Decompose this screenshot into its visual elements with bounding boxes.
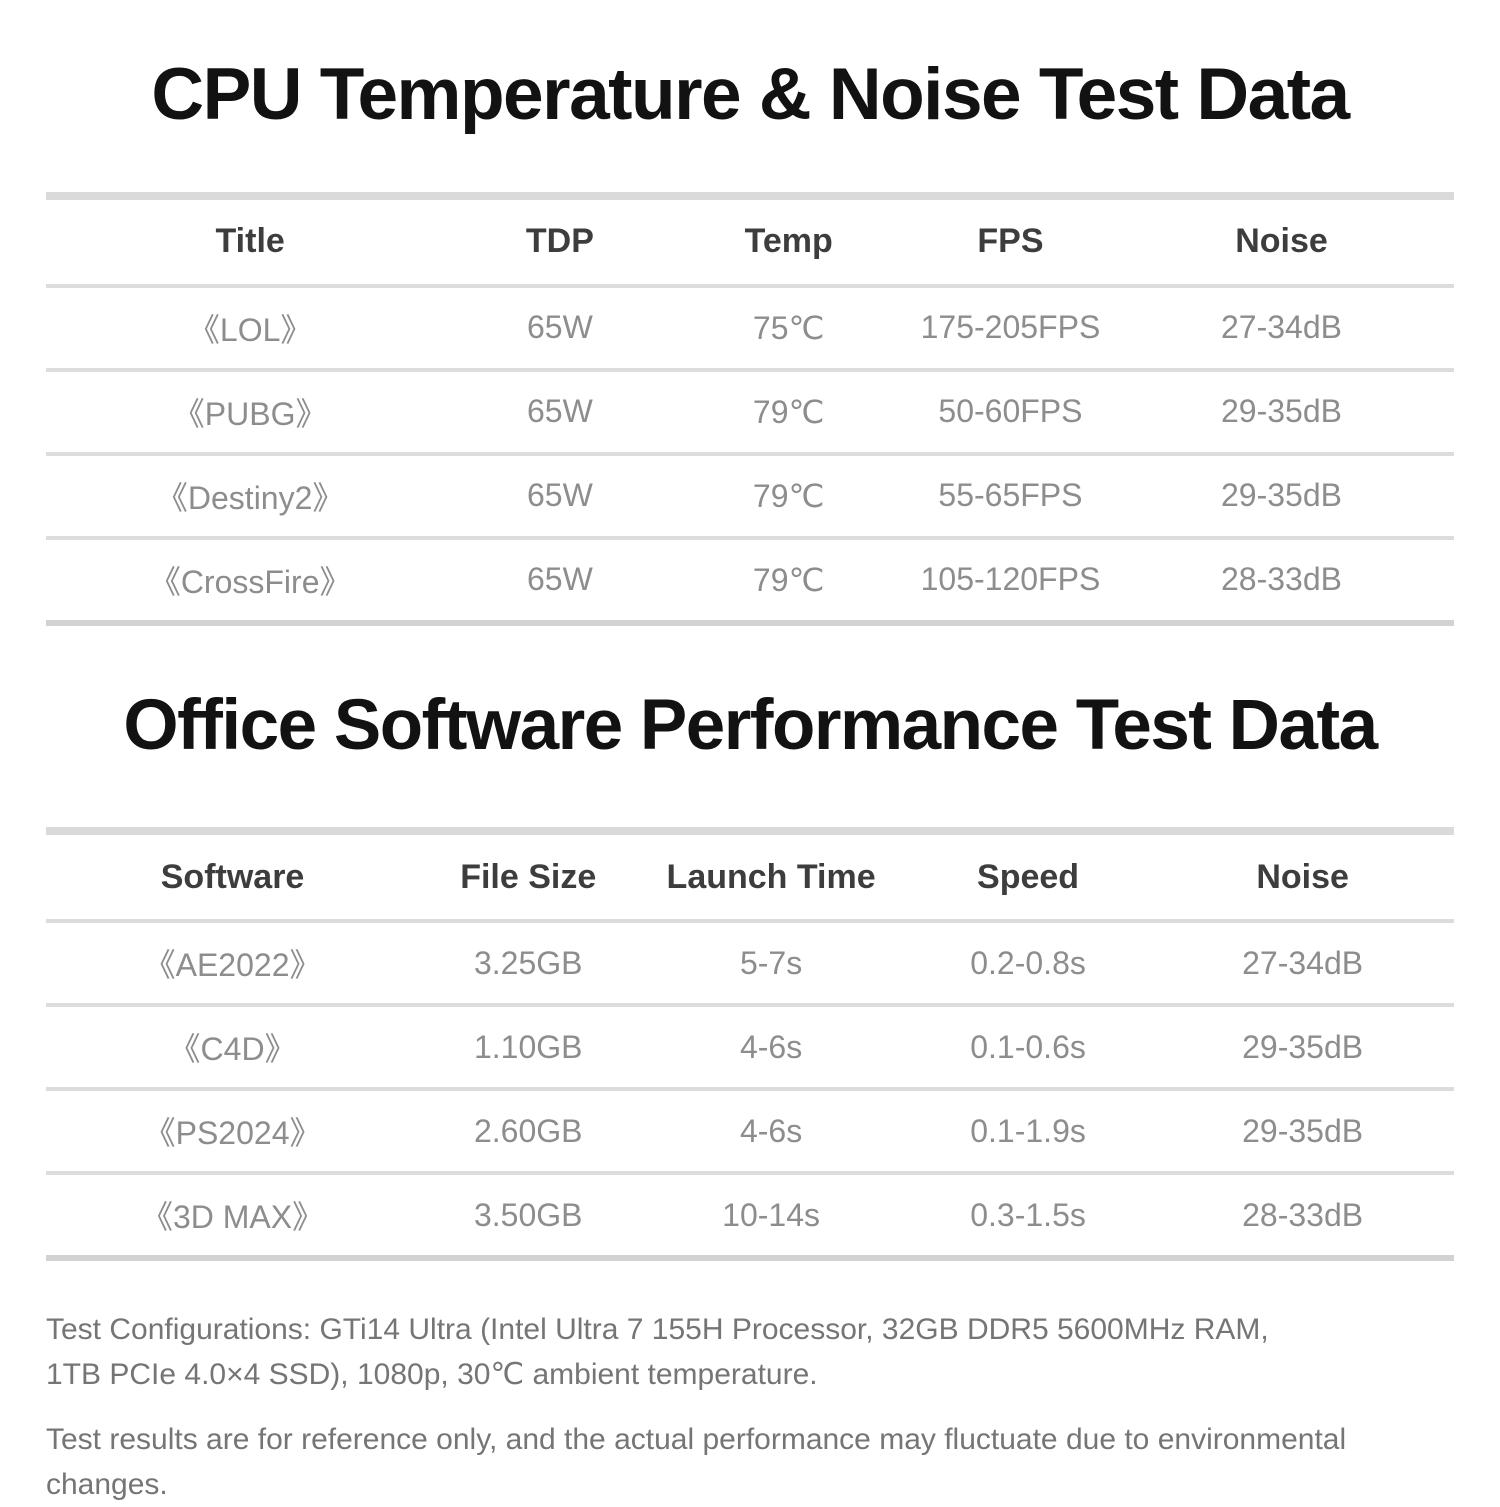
table-cell: 0.3-1.5s: [970, 1196, 1086, 1233]
table-cell: 《C4D》: [168, 1031, 297, 1068]
table-row-ae2022: 《AE2022》 3.25GB 5-7s 0.2-0.8s 27-34dB: [46, 921, 1454, 1006]
table-row-lol: 《LOL》 65W 75℃ 175-205FPS 27-34dB: [46, 286, 1454, 370]
table-cell: 0.1-0.6s: [970, 1028, 1086, 1065]
table-cell: 4-6s: [739, 1028, 803, 1065]
table-row-crossfire: 《CrossFire》 65W 79℃ 105-120FPS 28-33dB: [46, 538, 1454, 623]
table-cell: 79℃: [752, 477, 825, 514]
software-table-header-row: Software File Size Launch Time Speed Noi…: [46, 831, 1454, 922]
table-cell: 10-14s: [722, 1196, 821, 1233]
table-cell: 65W: [527, 393, 593, 430]
table-cell: 29-35dB: [1221, 393, 1342, 430]
table-cell: 105-120FPS: [920, 561, 1101, 598]
table-cell: 2.60GB: [473, 1112, 583, 1149]
cpu-test-title: CPU Temperature & Noise Test Data: [151, 54, 1350, 135]
table-cell: 29-35dB: [1221, 477, 1342, 514]
table-cell: 79℃: [752, 393, 825, 430]
table-row-c4d: 《C4D》 1.10GB 4-6s 0.1-0.6s 29-35dB: [46, 1005, 1454, 1090]
disclaimer-note: Test results are for reference only, and…: [46, 1423, 1347, 1502]
table-cell: 175-205FPS: [920, 309, 1101, 346]
table-cell: 《3D MAX》: [140, 1199, 325, 1236]
table-cell: 1.10GB: [473, 1028, 583, 1065]
table-cell: 《Destiny2》: [155, 479, 345, 516]
table-cell: 65W: [527, 561, 593, 598]
header-cell-fps: FPS: [977, 222, 1044, 261]
table-row-pubg: 《PUBG》 65W 79℃ 50-60FPS 29-35dB: [46, 370, 1454, 454]
table-cell: 《AE2022》: [143, 947, 322, 984]
table-cell: 4-6s: [739, 1112, 803, 1149]
table-row-3dmax: 《3D MAX》 3.50GB 10-14s 0.3-1.5s 28-33dB: [46, 1173, 1454, 1259]
footer-notes: Test Configurations: GTi14 Ultra (Intel …: [46, 1307, 1454, 1507]
table-cell: 3.50GB: [473, 1196, 583, 1233]
header-cell-launch-time: Launch Time: [666, 857, 876, 896]
header-cell-noise: Noise: [1235, 222, 1328, 261]
cpu-test-table: Title TDP Temp FPS Noise 《LOL》 65W 75℃ 1…: [46, 192, 1454, 626]
test-configurations-note: Test Configurations: GTi14 Ultra (Intel …: [46, 1313, 1269, 1392]
office-software-test-table: Software File Size Launch Time Speed Noi…: [46, 827, 1454, 1261]
table-cell: 《PS2024》: [143, 1115, 322, 1152]
cpu-table-header-row: Title TDP Temp FPS Noise: [46, 195, 1454, 286]
header-cell-file-size: File Size: [460, 857, 597, 896]
table-cell: 0.1-1.9s: [970, 1112, 1086, 1149]
table-cell: 28-33dB: [1242, 1196, 1364, 1233]
table-cell: 28-33dB: [1221, 561, 1342, 598]
table-cell: 65W: [527, 309, 593, 346]
table-cell: 《LOL》: [187, 311, 313, 348]
office-software-test-title: Office Software Performance Test Data: [123, 685, 1378, 765]
table-cell: 27-34dB: [1221, 309, 1342, 346]
table-cell: 29-35dB: [1242, 1028, 1364, 1065]
header-cell-title: Title: [215, 222, 285, 261]
table-row-ps2024: 《PS2024》 2.60GB 4-6s 0.1-1.9s 29-35dB: [46, 1089, 1454, 1174]
table-cell: 75℃: [752, 309, 825, 346]
table-cell: 79℃: [752, 561, 825, 598]
table-row-destiny2: 《Destiny2》 65W 79℃ 55-65FPS 29-35dB: [46, 454, 1454, 538]
table-cell: 65W: [527, 477, 593, 514]
table-cell: 27-34dB: [1242, 944, 1364, 981]
header-cell-temp: Temp: [744, 222, 833, 261]
table-cell: 《PUBG》: [172, 395, 328, 432]
table-cell: 5-7s: [739, 944, 803, 981]
table-cell: 50-60FPS: [938, 393, 1083, 430]
header-cell-software: Software: [160, 857, 305, 896]
header-cell-tdp: TDP: [525, 222, 594, 261]
table-cell: 3.25GB: [473, 944, 583, 981]
table-cell: 0.2-0.8s: [970, 944, 1086, 981]
header-cell-noise: Noise: [1256, 857, 1349, 896]
table-cell: 55-65FPS: [938, 477, 1083, 514]
header-cell-speed: Speed: [977, 857, 1080, 896]
table-cell: 29-35dB: [1242, 1112, 1364, 1149]
table-cell: 《CrossFire》: [148, 563, 352, 600]
